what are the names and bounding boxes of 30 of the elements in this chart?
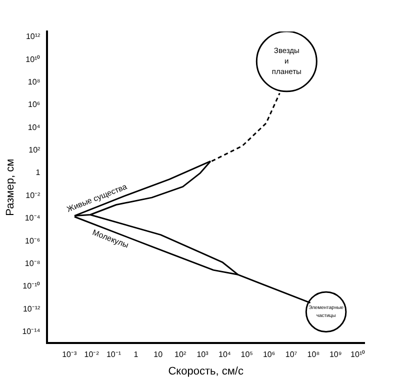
x-tick-label: 10⁷ <box>285 350 298 360</box>
x-tick-label: 10⁸ <box>307 350 320 360</box>
y-tick-label: 10⁶ <box>28 100 40 110</box>
x-tick-label: 1 <box>134 350 139 360</box>
y-tick-label: 10¹² <box>26 32 41 42</box>
x-tick-label: 10⁻¹ <box>106 350 122 360</box>
x-tick-label: 10⁹ <box>329 350 342 360</box>
x-tick-label: 10⁻² <box>84 350 100 360</box>
x-tick-label: 10⁴ <box>218 350 232 360</box>
x-axis-title: Скорость, см/с <box>168 365 244 378</box>
x-tick-label: 10⁻³ <box>62 350 78 360</box>
x-tick-label: 10⁶ <box>262 350 276 360</box>
y-tick-label: 10⁸ <box>28 77 40 86</box>
y-tick-label: 10² <box>28 146 41 155</box>
y-tick-label: 10⁻¹⁴ <box>22 327 41 336</box>
x-tick-label: 10² <box>174 350 186 360</box>
y-tick-label: 10⁻⁶ <box>24 236 40 246</box>
y-axis-title: Размер, см <box>4 158 17 216</box>
y-tick-label: 10⁻¹² <box>22 304 41 314</box>
y-tick-label: 10⁻¹⁰ <box>22 282 40 291</box>
y-tick-label: 1 <box>36 168 41 178</box>
y-tick-label: 10¹⁰ <box>26 54 40 64</box>
y-tick-label: 10⁻⁸ <box>24 258 40 268</box>
x-tick-label: 10³ <box>196 350 209 360</box>
x-tick-label: 10 <box>154 350 164 360</box>
x-tick-label: 10⁵ <box>240 350 253 360</box>
x-tick-label: 10¹⁰ <box>350 350 366 360</box>
y-tick-label: 10⁴ <box>28 122 41 132</box>
y-tick-label: 10⁻² <box>26 190 41 200</box>
y-tick-label: 10⁻⁴ <box>24 214 41 223</box>
